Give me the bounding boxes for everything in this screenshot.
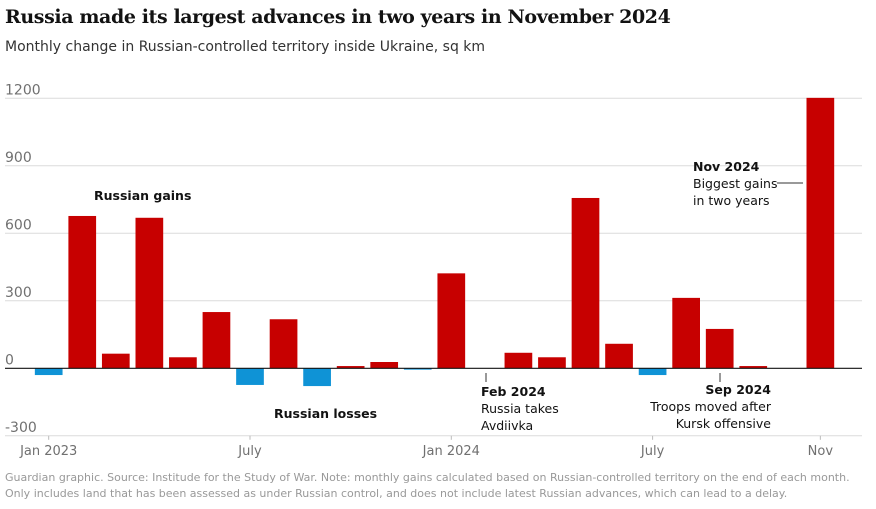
y-tick-label: 1200: [5, 82, 41, 98]
gridlines: -300 0 300 600 900 1200: [5, 82, 862, 437]
bar-gain: [538, 357, 566, 369]
bar-gain: [269, 319, 298, 369]
y-tick-label: 600: [5, 217, 32, 233]
bar-gain: [739, 366, 768, 369]
annotation-heading: Sep 2024: [705, 382, 771, 397]
chart-subtitle: Monthly change in Russian-controlled ter…: [5, 39, 486, 55]
bar-loss: [236, 368, 264, 385]
bar-gain: [571, 197, 600, 369]
y-tick-label: -300: [5, 420, 37, 436]
y-tick-label: 900: [5, 150, 32, 166]
bar-gain: [135, 217, 164, 369]
annotation-nov-2024: Nov 2024 Biggest gains in two years: [693, 159, 803, 208]
x-axis: Jan 2023 July Jan 2024 July Nov: [19, 435, 834, 459]
annotation-heading: Nov 2024: [693, 159, 760, 174]
bar-gain: [806, 97, 835, 369]
x-tick-label: Jan 2024: [422, 444, 480, 459]
x-tick-label: July: [237, 444, 262, 459]
legend-russian-losses: Russian losses: [274, 406, 377, 421]
x-tick-label: July: [640, 444, 665, 459]
y-tick-label: 300: [5, 285, 32, 301]
annotation-heading: Feb 2024: [481, 384, 546, 399]
source-note: Guardian graphic. Source: Institude for …: [5, 471, 850, 500]
annotation-text: in two years: [693, 193, 770, 208]
x-tick-label: Nov: [808, 444, 834, 459]
bar-gain: [672, 297, 700, 369]
bar-gain: [504, 352, 533, 369]
bar-gain: [605, 343, 633, 369]
bars: [34, 97, 835, 387]
bar-gain: [68, 215, 97, 369]
annotation-feb-2024: Feb 2024 Russia takes Avdiivka: [481, 373, 559, 433]
annotation-text: Avdiivka: [481, 418, 533, 433]
annotation-text: Troops moved after: [649, 399, 772, 414]
bar-gain: [370, 362, 399, 369]
bar-gain: [169, 357, 197, 369]
bar-gain: [101, 353, 130, 369]
x-tick-label: Jan 2023: [19, 444, 77, 459]
bar-gain: [437, 273, 466, 369]
bar-gain: [202, 312, 231, 369]
bar-loss: [403, 368, 432, 370]
annotation-text: Biggest gains: [693, 176, 778, 191]
annotation-text: Russia takes: [481, 401, 559, 416]
annotation-sep-2024: Sep 2024 Troops moved after Kursk offens…: [649, 373, 772, 431]
bar-gain: [336, 366, 365, 369]
chart-title: Russia made its largest advances in two …: [5, 6, 671, 28]
bar-loss: [34, 368, 63, 376]
legend-russian-gains: Russian gains: [94, 188, 191, 203]
bar-gain: [705, 328, 734, 369]
annotation-text: Kursk offensive: [676, 416, 772, 431]
y-tick-label: 0: [5, 352, 14, 368]
bar-loss: [303, 368, 331, 387]
bar-loss: [638, 368, 667, 376]
